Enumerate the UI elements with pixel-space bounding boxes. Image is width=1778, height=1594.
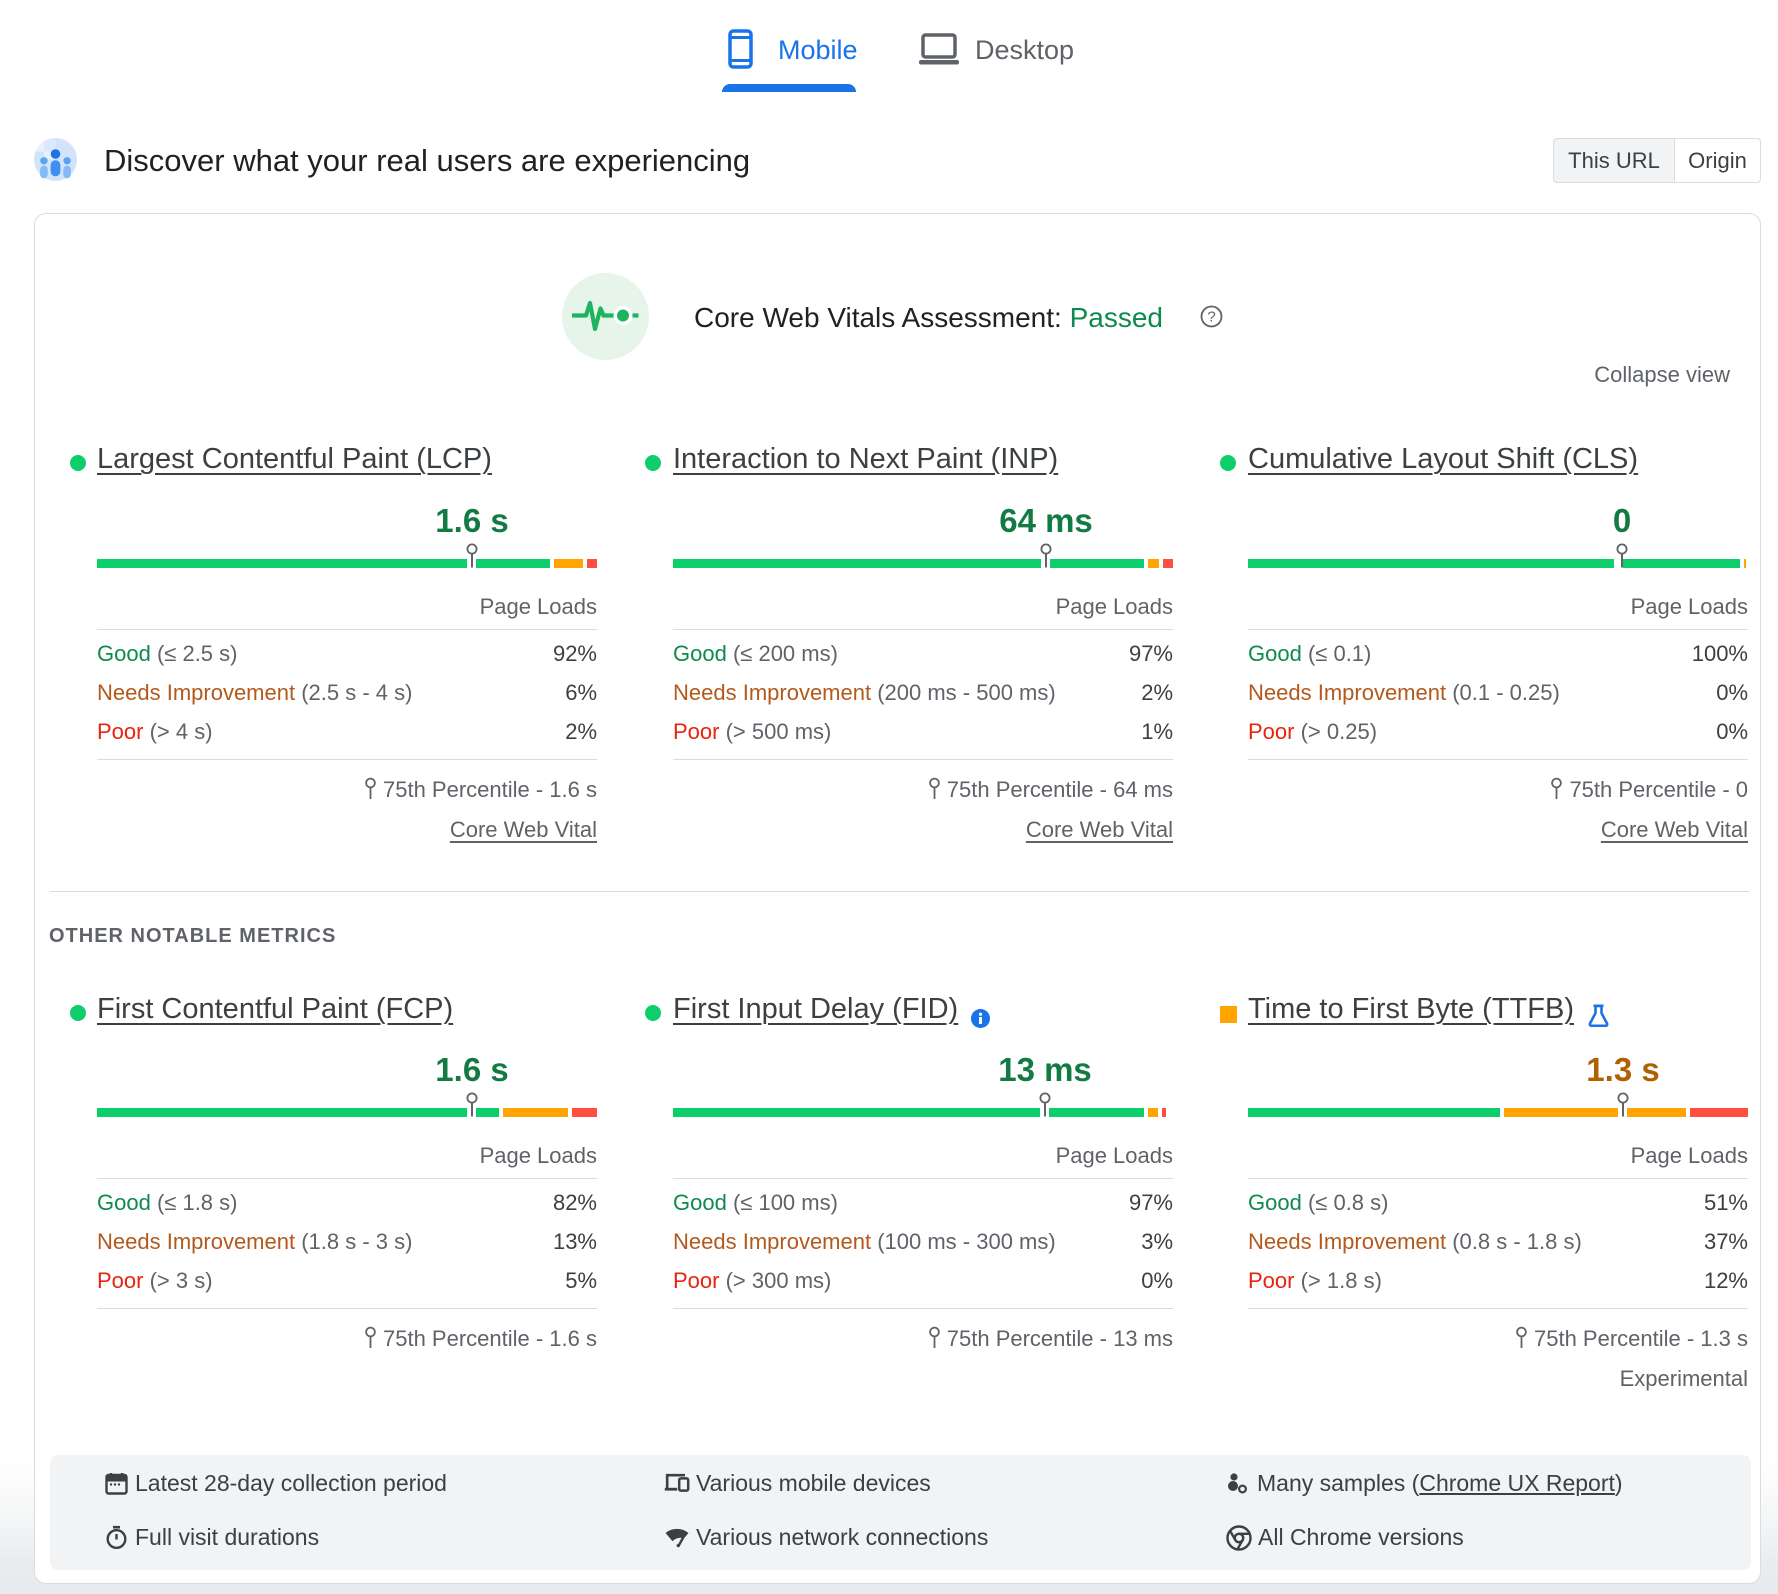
svg-text:?: ? [1207,309,1215,326]
